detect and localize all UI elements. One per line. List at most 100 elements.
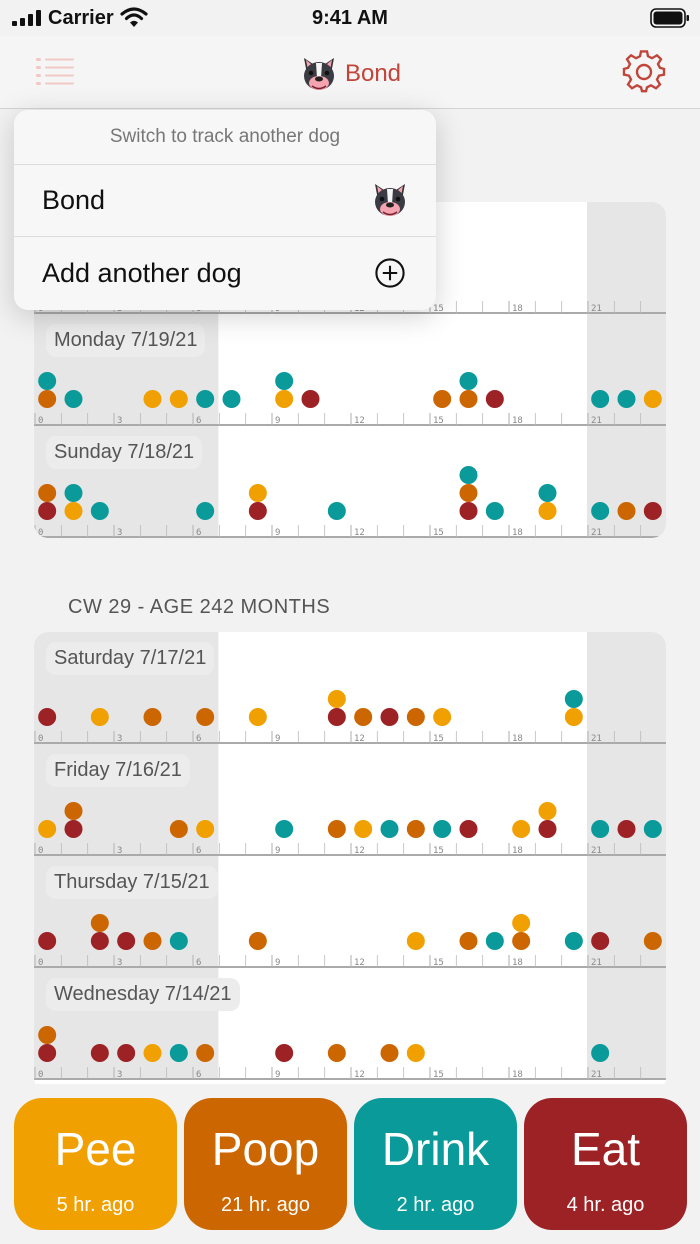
eat-event-dot[interactable] (301, 390, 320, 408)
poop-event-dot[interactable] (512, 932, 531, 950)
drink-event-dot[interactable] (169, 932, 188, 950)
poop-event-dot[interactable] (327, 820, 346, 838)
pee-event-dot[interactable] (64, 502, 83, 520)
drink-event-dot[interactable] (275, 820, 294, 838)
day-row[interactable]: 0 3 6 9 12 15 18 21 Thursday 7/15/21 (34, 856, 666, 968)
eat-event-dot[interactable] (38, 502, 57, 520)
pee-event-dot[interactable] (512, 820, 531, 838)
eat-event-dot[interactable] (538, 820, 557, 838)
pee-event-dot[interactable] (275, 390, 294, 408)
eat-event-dot[interactable] (643, 502, 662, 520)
drink-event-dot[interactable] (564, 932, 583, 950)
drink-event-dot[interactable] (433, 820, 452, 838)
poop-event-dot[interactable] (406, 820, 425, 838)
pee-event-dot[interactable] (512, 914, 531, 932)
poop-event-dot[interactable] (38, 390, 57, 408)
pee-event-dot[interactable] (538, 502, 557, 520)
drink-event-dot[interactable] (327, 502, 346, 520)
day-row[interactable]: 0 3 6 9 12 15 18 21 Monday 7/19/21 (34, 314, 666, 426)
poop-event-dot[interactable] (459, 390, 478, 408)
drink-event-dot[interactable] (380, 820, 399, 838)
pee-event-dot[interactable] (196, 820, 215, 838)
list-menu-icon[interactable] (36, 56, 76, 86)
eat-event-dot[interactable] (117, 932, 136, 950)
eat-event-dot[interactable] (459, 820, 478, 838)
pee-event-dot[interactable] (406, 1044, 425, 1062)
drink-event-dot[interactable] (485, 932, 504, 950)
gear-icon[interactable] (622, 50, 666, 94)
eat-event-dot[interactable] (90, 932, 109, 950)
pee-event-dot[interactable] (248, 484, 267, 502)
drink-event-dot[interactable] (591, 502, 610, 520)
pee-event-dot[interactable] (643, 390, 662, 408)
dog-option-bond[interactable]: Bond (14, 164, 436, 236)
drink-event-dot[interactable] (222, 390, 241, 408)
eat-event-dot[interactable] (459, 502, 478, 520)
drink-event-dot[interactable] (591, 1044, 610, 1062)
poop-event-dot[interactable] (143, 932, 162, 950)
pee-event-dot[interactable] (248, 708, 267, 726)
poop-event-dot[interactable] (90, 914, 109, 932)
eat-event-dot[interactable] (64, 820, 83, 838)
day-row[interactable]: 0 3 6 9 12 15 18 21 Wednesday 7/14/21 (34, 968, 666, 1080)
eat-event-dot[interactable] (90, 1044, 109, 1062)
poop-event-dot[interactable] (617, 502, 636, 520)
eat-event-dot[interactable] (38, 708, 57, 726)
pee-event-dot[interactable] (406, 932, 425, 950)
drink-event-dot[interactable] (643, 820, 662, 838)
eat-event-dot[interactable] (248, 502, 267, 520)
eat-event-dot[interactable] (591, 932, 610, 950)
poop-event-dot[interactable] (38, 1026, 57, 1044)
poop-event-dot[interactable] (459, 932, 478, 950)
pee-button[interactable]: Pee 5 hr. ago (14, 1098, 177, 1230)
day-row[interactable]: 0 3 6 9 12 15 18 21 Friday 7/16/21 (34, 744, 666, 856)
pee-event-dot[interactable] (143, 1044, 162, 1062)
drink-event-dot[interactable] (538, 484, 557, 502)
drink-event-dot[interactable] (459, 372, 478, 390)
poop-event-dot[interactable] (459, 484, 478, 502)
eat-event-dot[interactable] (117, 1044, 136, 1062)
poop-event-dot[interactable] (169, 820, 188, 838)
drink-event-dot[interactable] (275, 372, 294, 390)
pee-event-dot[interactable] (143, 390, 162, 408)
poop-event-dot[interactable] (196, 1044, 215, 1062)
poop-event-dot[interactable] (406, 708, 425, 726)
drink-event-dot[interactable] (90, 502, 109, 520)
drink-event-dot[interactable] (591, 390, 610, 408)
eat-event-dot[interactable] (380, 708, 399, 726)
pee-event-dot[interactable] (433, 708, 452, 726)
add-dog-option[interactable]: Add another dog (14, 236, 436, 309)
poop-event-dot[interactable] (248, 932, 267, 950)
drink-event-dot[interactable] (38, 372, 57, 390)
drink-event-dot[interactable] (564, 690, 583, 708)
poop-event-dot[interactable] (643, 932, 662, 950)
drink-event-dot[interactable] (169, 1044, 188, 1062)
eat-event-dot[interactable] (617, 820, 636, 838)
drink-event-dot[interactable] (64, 390, 83, 408)
poop-button[interactable]: Poop 21 hr. ago (184, 1098, 347, 1230)
eat-button[interactable]: Eat 4 hr. ago (524, 1098, 687, 1230)
drink-event-dot[interactable] (64, 484, 83, 502)
eat-event-dot[interactable] (485, 390, 504, 408)
pee-event-dot[interactable] (538, 802, 557, 820)
poop-event-dot[interactable] (143, 708, 162, 726)
eat-event-dot[interactable] (327, 708, 346, 726)
poop-event-dot[interactable] (64, 802, 83, 820)
poop-event-dot[interactable] (38, 484, 57, 502)
day-row[interactable]: 0 3 6 9 12 15 18 21 Saturday 7/17/21 (34, 632, 666, 744)
drink-event-dot[interactable] (196, 502, 215, 520)
drink-event-dot[interactable] (617, 390, 636, 408)
drink-event-dot[interactable] (591, 820, 610, 838)
poop-event-dot[interactable] (196, 708, 215, 726)
drink-event-dot[interactable] (485, 502, 504, 520)
poop-event-dot[interactable] (327, 1044, 346, 1062)
pee-event-dot[interactable] (327, 690, 346, 708)
pee-event-dot[interactable] (169, 390, 188, 408)
poop-event-dot[interactable] (380, 1044, 399, 1062)
dog-selector-title[interactable]: Bond (0, 54, 700, 101)
poop-event-dot[interactable] (433, 390, 452, 408)
eat-event-dot[interactable] (38, 1044, 57, 1062)
eat-event-dot[interactable] (38, 932, 57, 950)
pee-event-dot[interactable] (354, 820, 373, 838)
pee-event-dot[interactable] (564, 708, 583, 726)
